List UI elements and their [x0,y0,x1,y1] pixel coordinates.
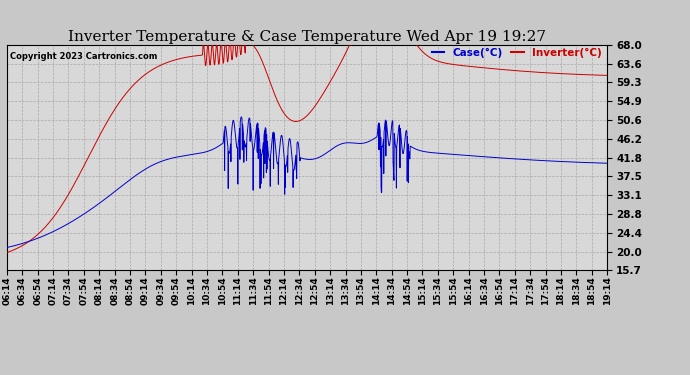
Text: Copyright 2023 Cartronics.com: Copyright 2023 Cartronics.com [10,52,157,61]
Legend: Case(°C), Inverter(°C): Case(°C), Inverter(°C) [432,48,602,58]
Title: Inverter Temperature & Case Temperature Wed Apr 19 19:27: Inverter Temperature & Case Temperature … [68,30,546,44]
